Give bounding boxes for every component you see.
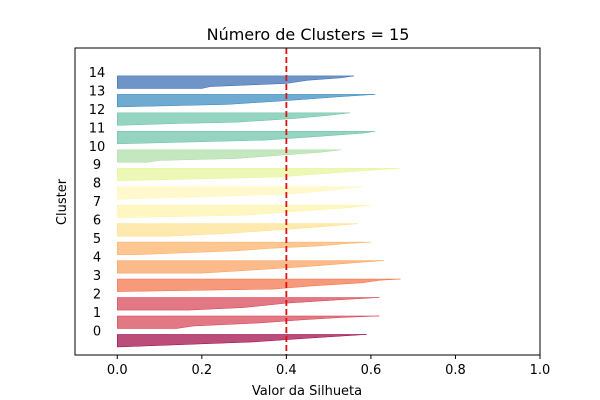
cluster-3-silhouette bbox=[117, 278, 401, 292]
cluster-5-silhouette bbox=[117, 241, 371, 255]
cluster-13-silhouette bbox=[116, 94, 376, 108]
x-tick-label: 0.0 bbox=[107, 363, 128, 378]
cluster-label-11: 11 bbox=[89, 121, 106, 136]
cluster-label-1: 1 bbox=[93, 306, 101, 321]
x-axis-label: Valor da Silhueta bbox=[252, 384, 362, 399]
cluster-11-silhouette bbox=[116, 131, 376, 145]
cluster-label-14: 14 bbox=[89, 66, 106, 81]
x-tick-label: 0.4 bbox=[276, 363, 297, 378]
cluster-label-9: 9 bbox=[93, 158, 101, 173]
cluster-label-3: 3 bbox=[93, 269, 101, 284]
cluster-4-silhouette bbox=[117, 260, 384, 274]
cluster-6-silhouette bbox=[117, 223, 359, 237]
y-axis-label: Cluster bbox=[55, 178, 70, 225]
cluster-label-8: 8 bbox=[93, 177, 101, 192]
x-tick-label: 0.6 bbox=[361, 363, 382, 378]
cluster-label-12: 12 bbox=[89, 103, 106, 118]
cluster-label-6: 6 bbox=[93, 214, 101, 229]
cluster-9-silhouette bbox=[117, 167, 401, 182]
cluster-2-silhouette bbox=[117, 297, 380, 311]
x-tick-label: 0.8 bbox=[445, 363, 466, 378]
cluster-1-silhouette bbox=[117, 315, 380, 329]
cluster-label-10: 10 bbox=[89, 140, 106, 155]
cluster-label-2: 2 bbox=[93, 288, 101, 303]
cluster-label-13: 13 bbox=[89, 84, 106, 99]
cluster-0-silhouette bbox=[117, 334, 367, 348]
cluster-label-5: 5 bbox=[93, 232, 101, 247]
cluster-14-silhouette bbox=[117, 75, 355, 89]
cluster-label-0: 0 bbox=[93, 324, 101, 339]
cluster-10-silhouette bbox=[117, 149, 342, 163]
cluster-12-silhouette bbox=[117, 112, 350, 126]
cluster-label-7: 7 bbox=[93, 195, 101, 210]
x-tick-label: 0.2 bbox=[191, 363, 212, 378]
x-tick-label: 1.0 bbox=[530, 363, 551, 378]
cluster-label-4: 4 bbox=[93, 251, 101, 266]
cluster-7-silhouette bbox=[116, 204, 371, 219]
plot-frame bbox=[74, 47, 541, 356]
chart-title: Número de Clusters = 15 bbox=[207, 25, 410, 44]
cluster-8-silhouette bbox=[116, 186, 363, 200]
